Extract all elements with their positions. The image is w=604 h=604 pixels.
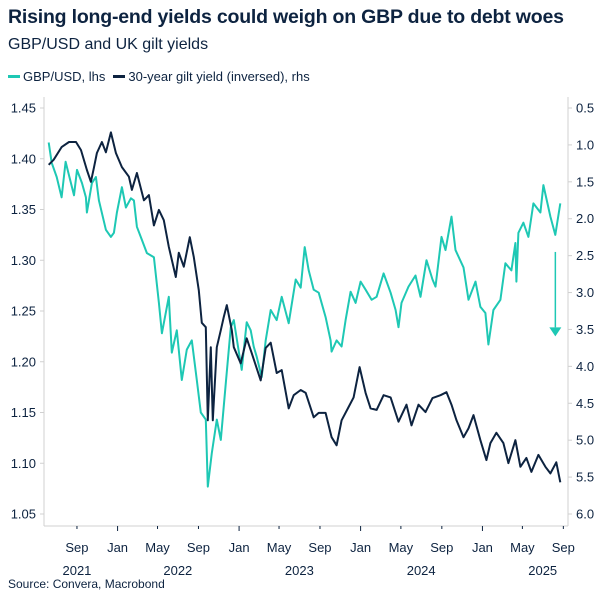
left-axis-tick-label: 1.20 [11, 354, 36, 369]
legend-swatch-gbpusd [8, 75, 20, 78]
right-axis-tick-label: 1.5 [576, 174, 594, 189]
annotation-arrow-head-icon [549, 327, 562, 337]
x-axis-month-label: May [145, 540, 170, 555]
chart-title: Rising long-end yields could weigh on GB… [8, 6, 564, 28]
chart-subtitle: GBP/USD and UK gilt yields [8, 36, 209, 53]
gilt-yield-line [47, 131, 562, 483]
legend-item-gilt: 30-year gilt yield (inversed), rhs [113, 69, 310, 84]
legend-label-gilt: 30-year gilt yield (inversed), rhs [128, 69, 310, 84]
gbpusd-line [47, 142, 562, 488]
legend-swatch-gilt [113, 75, 126, 78]
x-axis-year-label: 2025 [528, 563, 557, 578]
legend-label-gbpusd: GBP/USD, lhs [23, 69, 106, 84]
left-axis-tick-label: 1.45 [11, 101, 36, 116]
x-axis-month-label: Sep [308, 540, 331, 555]
legend-item-gbpusd: GBP/USD, lhs [8, 69, 105, 84]
left-axis-tick-label: 1.15 [11, 405, 36, 420]
left-axis-tick-label: 1.35 [11, 202, 36, 217]
right-axis-tick-label: 2.5 [576, 248, 594, 263]
right-axis-tick-label: 2.0 [576, 211, 594, 226]
right-axis-tick-label: 4.0 [576, 359, 594, 374]
right-axis-tick-label: 6.0 [576, 507, 594, 522]
right-axis-tick-label: 0.5 [576, 101, 594, 116]
left-axis-tick-label: 1.05 [11, 507, 36, 522]
x-axis-year-label: 2022 [163, 563, 192, 578]
legend: GBP/USD, lhs 30-year gilt yield (inverse… [8, 69, 314, 84]
right-axis-tick-label: 1.0 [576, 137, 594, 152]
x-axis-month-label: Jan [229, 540, 250, 555]
x-axis-month-label: May [267, 540, 292, 555]
left-axis-tick-label: 1.40 [11, 151, 36, 166]
x-axis-year-label: 2021 [62, 563, 91, 578]
left-axis-tick-label: 1.30 [11, 253, 36, 268]
x-axis-month-label: Sep [65, 540, 88, 555]
right-axis-tick-label: 5.5 [576, 470, 594, 485]
x-axis-month-label: Sep [187, 540, 210, 555]
right-axis-tick-label: 3.0 [576, 285, 594, 300]
left-axis-tick-label: 1.25 [11, 304, 36, 319]
right-axis-tick-label: 5.0 [576, 433, 594, 448]
x-axis-month-label: May [389, 540, 414, 555]
x-axis-month-label: Jan [107, 540, 128, 555]
x-axis-month-label: Sep [552, 540, 575, 555]
left-axis-tick-label: 1.10 [11, 456, 36, 471]
x-axis-month-label: Jan [472, 540, 493, 555]
x-axis-month-label: Sep [430, 540, 453, 555]
right-axis-tick-label: 3.5 [576, 322, 594, 337]
x-axis-month-label: May [510, 540, 535, 555]
right-axis-tick-label: 4.5 [576, 396, 594, 411]
x-axis-month-label: Jan [350, 540, 371, 555]
source-note: Source: Convera, Macrobond [8, 577, 165, 591]
x-axis-year-label: 2024 [407, 563, 436, 578]
x-axis-year-label: 2023 [285, 563, 314, 578]
